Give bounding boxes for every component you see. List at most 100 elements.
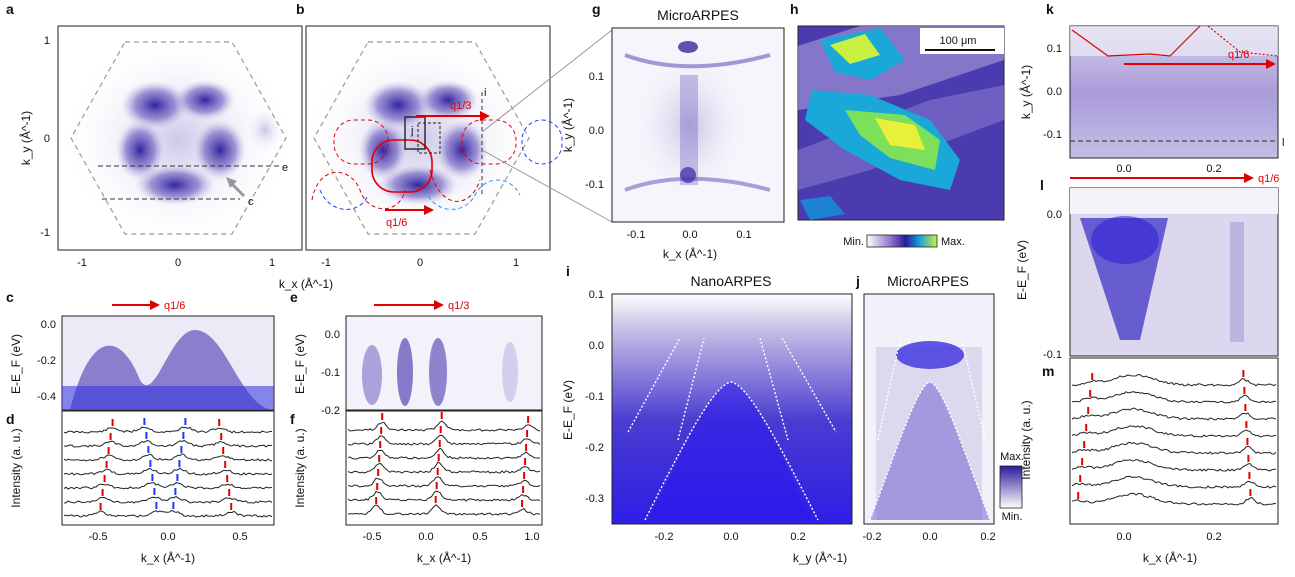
map-h-flake-core — [830, 34, 880, 64]
axis-label-intensity-d: Intensity (a. u.) — [9, 428, 23, 507]
tick-b-xm1: -1 — [321, 257, 331, 269]
mdc-curve — [63, 426, 272, 434]
q16-label-l: q1/6 — [1258, 173, 1279, 185]
tick-g-x0: 0.0 — [682, 229, 697, 241]
tick-l-0: 0.0 — [1047, 209, 1062, 221]
mdc-curve — [63, 467, 273, 476]
map-b-spot — [378, 165, 458, 205]
axis-label-energy-i: E-E_F (eV) — [561, 380, 575, 440]
panel-l: l q1/6 E-E_F (eV) 0.0 -0.1 — [1015, 173, 1279, 361]
map-b-spot — [436, 120, 488, 180]
dispersion-j-guide — [869, 381, 991, 521]
q16-arrowhead-l — [1244, 173, 1254, 183]
axis-label-ky-a: k_y (Å^-1) — [18, 111, 33, 165]
dispersion-i-guide — [759, 337, 789, 441]
fermi-contour-k — [1071, 25, 1201, 57]
panel-h: h 100 μm Min. Max. — [790, 1, 1005, 248]
mdc-curve — [1071, 425, 1277, 438]
panel-label-b: b — [296, 1, 305, 17]
tick-f-m05: -0.5 — [363, 531, 382, 543]
mdc-curve — [1071, 459, 1277, 472]
brillouin-zone-a — [70, 41, 287, 235]
panel-f: f Intensity (a. u.) -0.5 0.0 0.5 1.0 k_x… — [290, 410, 543, 565]
map-a-spot — [121, 81, 189, 129]
tick-j-x0: 0.0 — [922, 531, 937, 543]
dispersion-e-feature — [362, 345, 382, 405]
tick-g-y01: 0.1 — [589, 71, 604, 83]
tick-i-m03: -0.3 — [585, 493, 604, 505]
map-h-flake-core — [875, 118, 925, 150]
dispersion-j-guide — [877, 339, 901, 441]
axis-label-kx-f: k_x (Å^-1) — [417, 550, 471, 565]
colorbar-ij-max: Max. — [1000, 451, 1024, 463]
mdc-d-frame — [61, 410, 275, 526]
panel-k: k q1/6 l k_y (Å^-1) 0.1 0.0 -0.1 0.0 0.2 — [1018, 1, 1284, 175]
tick-i-0: 0.0 — [589, 340, 604, 352]
axis-label-ky-k: k_y (Å^-1) — [1018, 65, 1033, 119]
axis-label-energy-l: E-E_F (eV) — [1015, 240, 1029, 300]
dispersion-j-band — [870, 382, 990, 520]
map-g-column — [680, 75, 698, 185]
dispersion-i-guide — [627, 337, 681, 433]
tick-e-m01: -0.1 — [321, 367, 340, 379]
tick-f-05: 0.5 — [472, 531, 487, 543]
tick-f-0: 0.0 — [418, 531, 433, 543]
axis-label-energy-c: E-E_F (eV) — [9, 334, 23, 394]
tick-a-x0: 0 — [175, 257, 181, 269]
panel-b: b j i q1/3 q1/6 -1 0 1 k_x ( — [279, 1, 613, 291]
mdc-curve — [347, 476, 541, 488]
q16-arrowhead-b — [424, 205, 434, 215]
tick-k-x02: 0.2 — [1206, 163, 1221, 175]
mdc-curve — [1071, 391, 1277, 404]
map-g-spot — [678, 41, 698, 53]
tick-c-0: 0.0 — [41, 319, 56, 331]
fermi-contour-k-dashed — [1207, 25, 1279, 57]
tick-i-m02: -0.2 — [585, 442, 604, 454]
fermi-pocket-red — [333, 119, 389, 165]
tick-k-y0: 0.0 — [1047, 86, 1062, 98]
mdc-curve — [1071, 373, 1277, 387]
mdc-curve — [347, 461, 541, 474]
panel-label-m: m — [1042, 363, 1054, 379]
map-b-spot — [418, 80, 478, 120]
panel-m: m Intensity (a. u.) 0.0 0.2 k_x (Å^-1) — [1019, 357, 1279, 565]
zoom-connector — [481, 149, 613, 223]
dispersion-i-guide — [677, 337, 705, 441]
cut-label-i: i — [484, 87, 486, 99]
dispersion-e-feature — [397, 338, 413, 406]
title-i: NanoARPES — [691, 273, 772, 289]
panel-label-d: d — [6, 411, 15, 427]
tick-e-m02: -0.2 — [321, 405, 340, 417]
tick-b-x1: 1 — [513, 257, 519, 269]
box-label-j: j — [410, 125, 413, 137]
q16-arrowhead-k — [1266, 59, 1276, 69]
cut-label-c: c — [248, 196, 254, 208]
q16-arrowhead-c — [150, 300, 160, 310]
q13-label-e: q1/3 — [448, 300, 469, 312]
cut-label-e: e — [282, 162, 288, 174]
tick-j-xm02: -0.2 — [863, 531, 882, 543]
map-a-spot — [135, 165, 215, 205]
fermi-contour-lightblue — [424, 179, 521, 210]
panel-d: d Intensity (a. u.) -0.5 0.0 0.5 k_x (Å^… — [6, 410, 275, 565]
axis-label-ky-i: k_y (Å^-1) — [793, 550, 847, 565]
dispersion-l-feature — [1230, 222, 1244, 342]
colorbar-h — [866, 234, 938, 248]
tick-e-0: 0.0 — [325, 329, 340, 341]
q16-label-c: q1/6 — [164, 300, 185, 312]
panel-label-a: a — [6, 1, 14, 17]
mdc-curve — [347, 490, 541, 502]
fermi-pocket-red — [461, 119, 517, 165]
map-g-spot — [680, 167, 696, 183]
tick-g-ym01: -0.1 — [585, 179, 604, 191]
axis-label-kx-d: k_x (Å^-1) — [141, 550, 195, 565]
tick-j-x02: 0.2 — [980, 531, 995, 543]
panel-i: i NanoARPES E-E_F (eV) 0.1 0.0 -0.1 -0.2… — [561, 263, 853, 565]
title-g: MicroARPES — [657, 7, 739, 23]
mdc-curve — [347, 504, 541, 516]
tick-k-x0: 0.0 — [1116, 163, 1131, 175]
colorbar-h-min: Min. — [843, 236, 864, 248]
panel-label-f: f — [290, 411, 295, 427]
axis-label-kx-m: k_x (Å^-1) — [1143, 550, 1197, 565]
q13-arrowhead-e — [434, 300, 444, 310]
